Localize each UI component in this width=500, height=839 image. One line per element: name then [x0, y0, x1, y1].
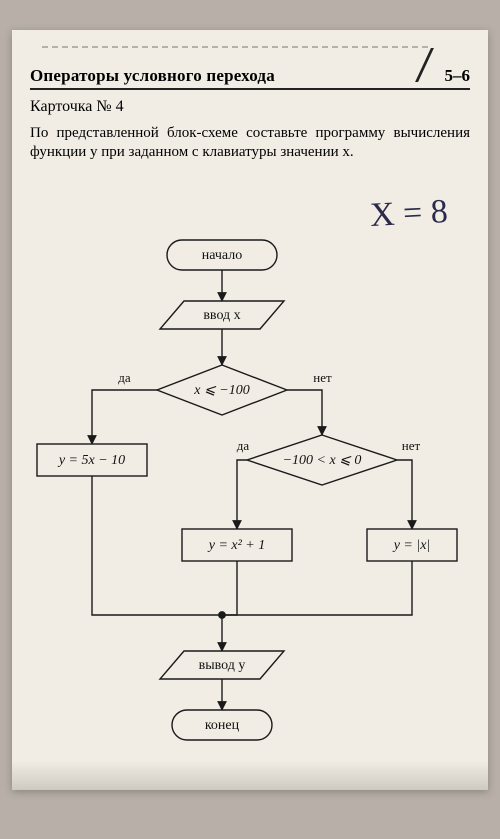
tear-line: [42, 46, 428, 48]
handwritten-note: X = 8: [369, 193, 449, 235]
worksheet-page: Операторы условного перехода 5–6 Карточк…: [12, 30, 488, 790]
svg-text:y = |x|: y = |x|: [392, 538, 431, 553]
svg-text:да: да: [118, 370, 131, 385]
page-code: 5–6: [437, 66, 471, 86]
svg-text:конец: конец: [205, 718, 240, 733]
svg-text:x ⩽ −100: x ⩽ −100: [193, 383, 249, 398]
svg-text:−100 < x ⩽ 0: −100 < x ⩽ 0: [283, 453, 362, 468]
svg-text:ввод x: ввод x: [203, 308, 240, 323]
svg-text:нет: нет: [313, 370, 332, 385]
svg-text:нет: нет: [402, 438, 421, 453]
svg-text:y = 5x − 10: y = 5x − 10: [57, 453, 125, 468]
svg-text:вывод y: вывод y: [199, 658, 246, 673]
svg-text:да: да: [237, 438, 250, 453]
section-title: Операторы условного перехода: [30, 66, 437, 86]
svg-text:начало: начало: [202, 248, 243, 263]
svg-text:y = x² + 1: y = x² + 1: [207, 538, 266, 553]
flowchart: начало ввод x x ⩽ −100 y = 5x − 10 −100 < x …: [22, 235, 478, 775]
page-bottom-shadow: [12, 760, 488, 790]
header: Операторы условного перехода 5–6: [30, 66, 470, 90]
page-code-text: 5–6: [445, 66, 471, 85]
flowchart-svg: начало ввод x x ⩽ −100 y = 5x − 10 −100 < x …: [22, 235, 478, 775]
task-text: По представленной блок-схеме составьте п…: [30, 124, 470, 162]
header-slash: [415, 48, 447, 82]
card-number: Карточка № 4: [30, 98, 470, 116]
